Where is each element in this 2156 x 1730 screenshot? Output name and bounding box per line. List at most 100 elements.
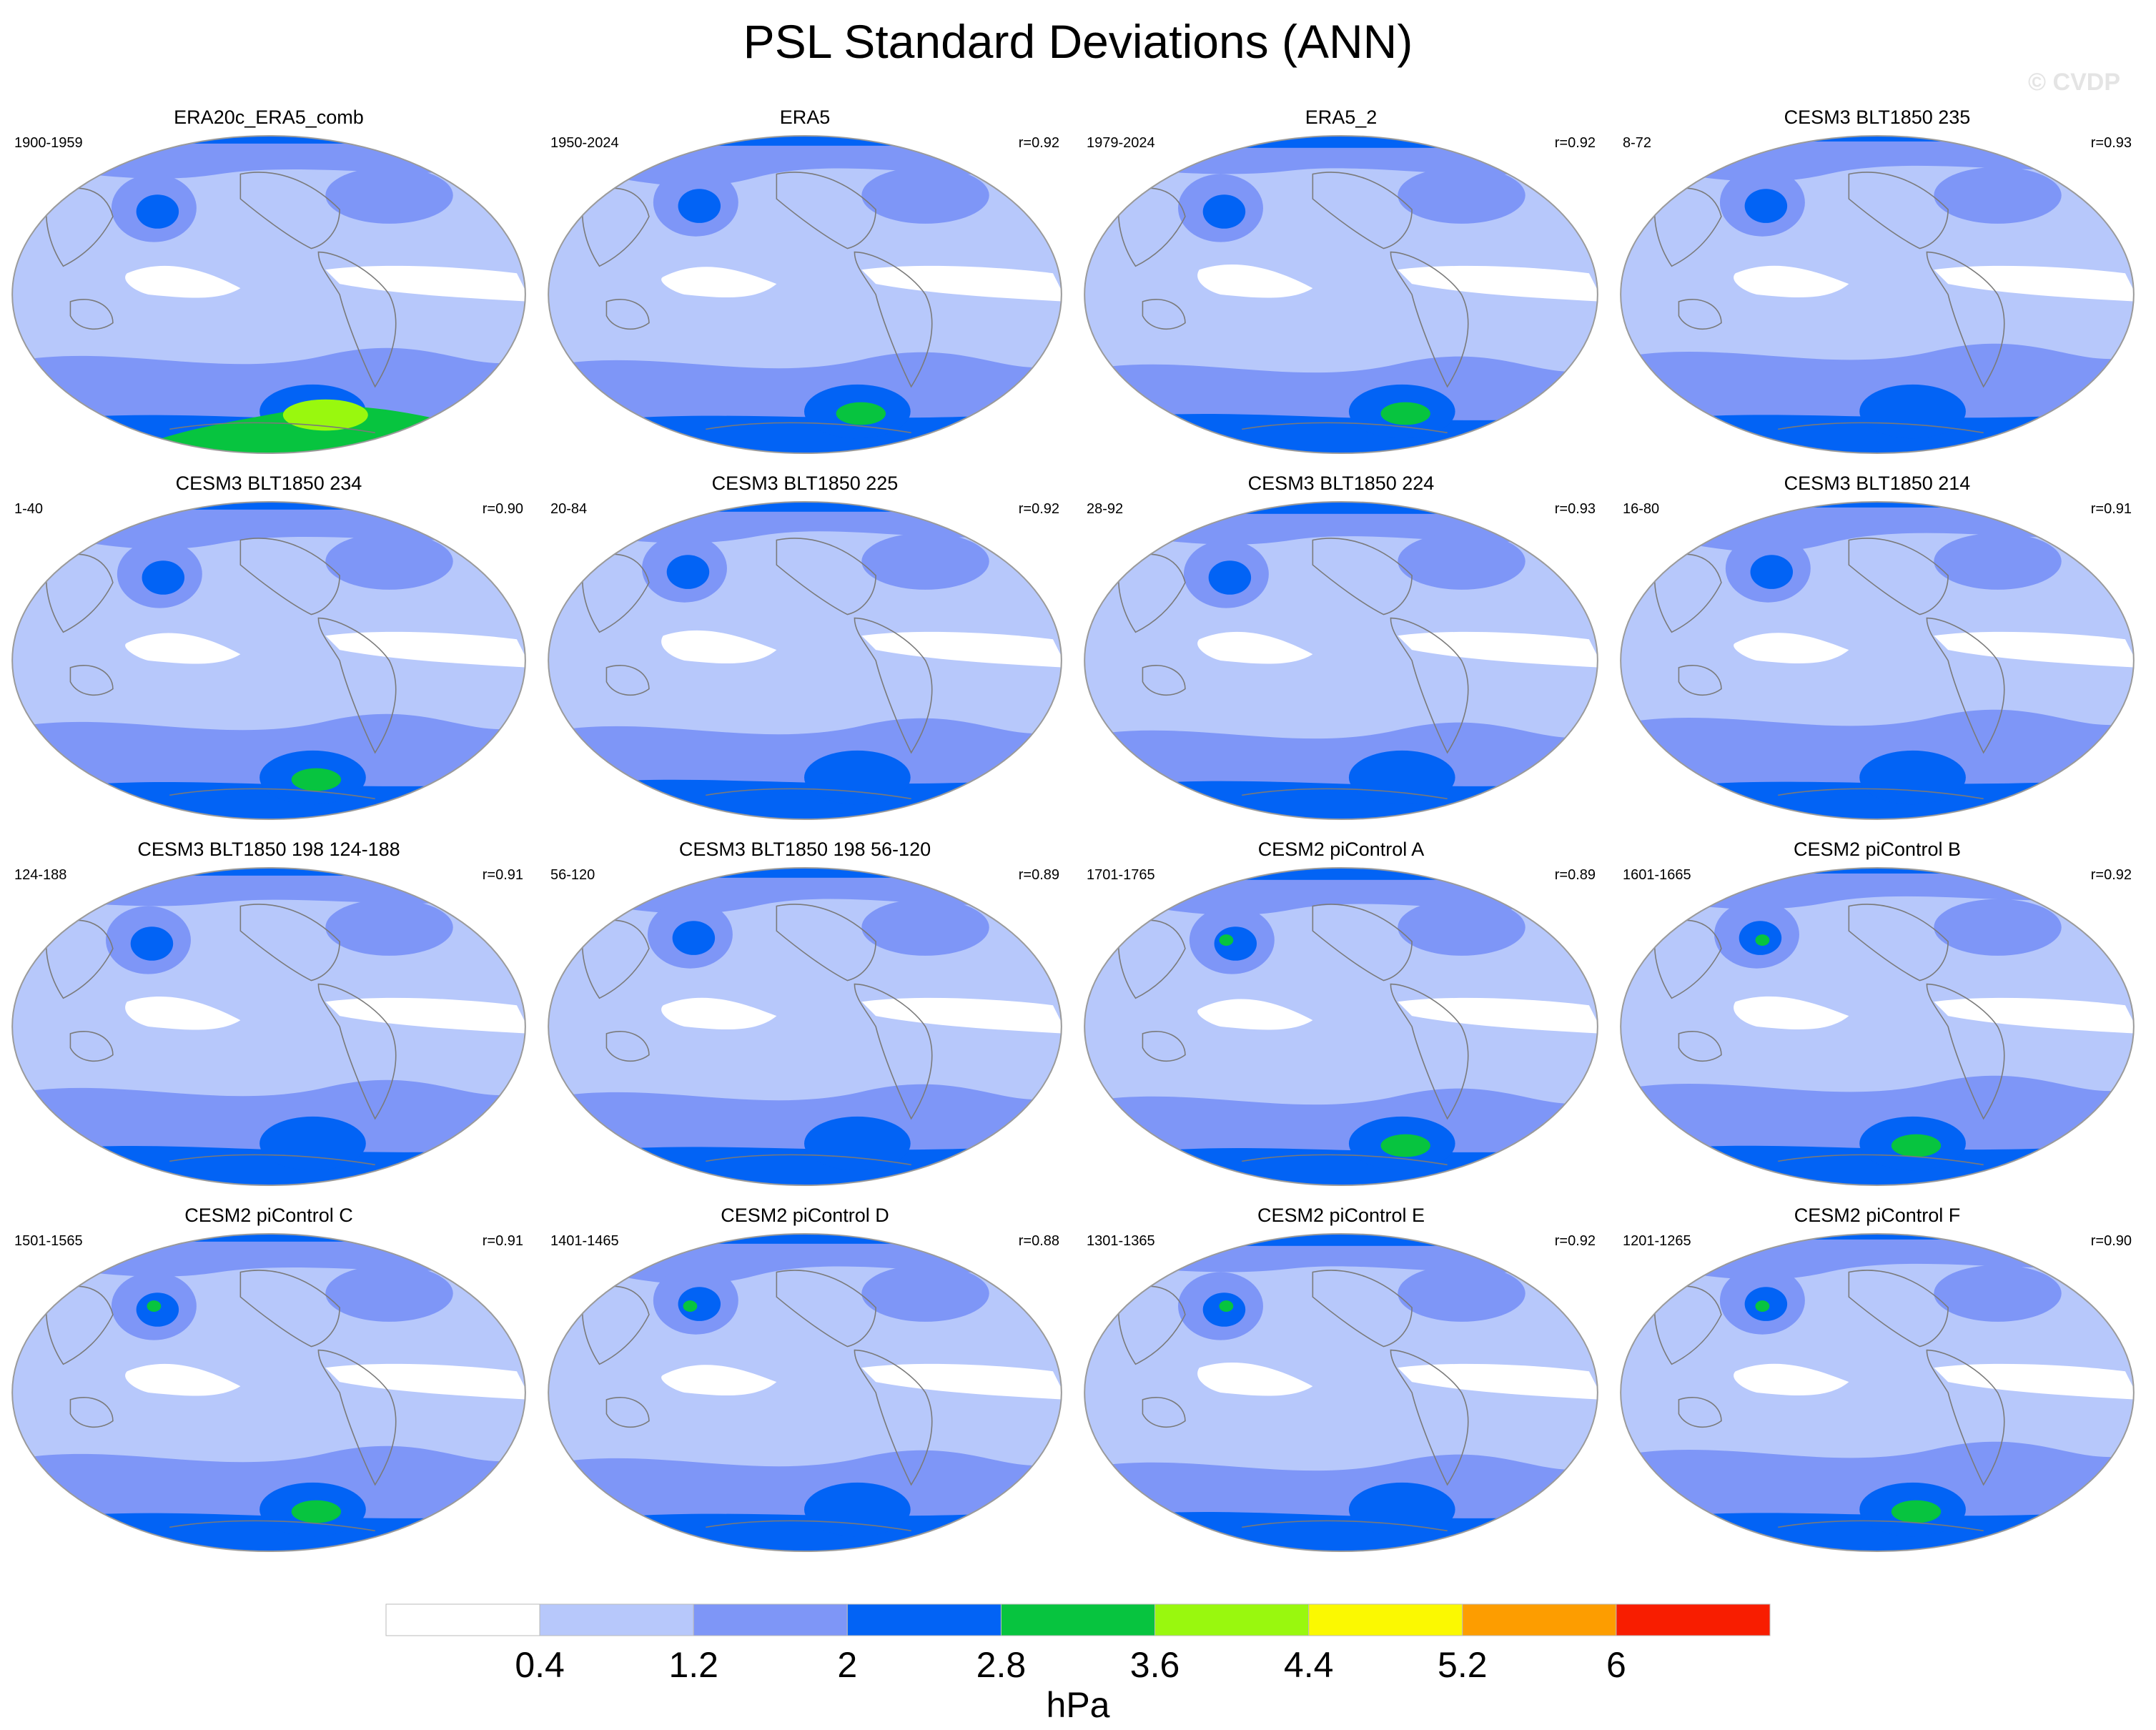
contour-field — [12, 867, 525, 1186]
contour-field — [548, 135, 1062, 454]
antarctica-outline — [1778, 1154, 1984, 1166]
world-map — [548, 134, 1062, 455]
aleutian-low-core — [678, 189, 721, 223]
tropical-low-variability — [125, 1363, 241, 1396]
aleutian-low-peak — [1755, 1300, 1770, 1312]
arctic-band — [12, 135, 525, 144]
contour-field — [12, 501, 525, 820]
asia-outline — [1654, 553, 1722, 633]
south-america-outline — [854, 251, 933, 388]
asia-outline — [1118, 553, 1186, 633]
contour-field — [1084, 1233, 1598, 1552]
south-america-outline — [1926, 983, 2005, 1120]
tropical-low-variability — [125, 265, 241, 298]
coastlines — [1654, 538, 2005, 800]
contour-field — [548, 1233, 1062, 1552]
coastlines — [582, 904, 933, 1166]
panel-title: CESM3 BLT1850 234 — [175, 473, 362, 494]
colorbar-tick-label: 2.8 — [976, 1645, 1027, 1685]
panel-years: 16-80 — [1623, 501, 1660, 517]
arctic-band — [1621, 867, 2134, 874]
figure-title: PSL Standard Deviations (ANN) — [743, 15, 1413, 68]
antarctica-outline — [169, 1520, 375, 1532]
panel-years: 8-72 — [1623, 135, 1652, 151]
panel-years: 1979-2024 — [1087, 135, 1155, 151]
panel-title: CESM2 piControl F — [1794, 1205, 1961, 1226]
antarctica-outline — [169, 1154, 375, 1166]
tropical-atlantic-low-variability — [1398, 1363, 1598, 1400]
tropical-atlantic-low-variability — [1934, 631, 2134, 668]
north-america-outline — [776, 538, 876, 616]
asia-outline — [1118, 919, 1186, 999]
amundsen-low-outer — [1348, 750, 1455, 805]
asia-outline — [582, 919, 650, 999]
contour-field — [1621, 135, 2134, 454]
colorbar-swatch — [1154, 1603, 1310, 1636]
tropical-low-variability — [1197, 631, 1313, 664]
amundsen-low-outer — [804, 1482, 911, 1537]
antarctica-outline — [1778, 422, 1984, 434]
map-border — [1084, 500, 1598, 821]
panel-years: 1601-1665 — [1623, 867, 1691, 883]
north-america-outline — [1312, 172, 1413, 249]
colorbar-tick-label: 3.6 — [1130, 1645, 1180, 1685]
colorbar-swatch — [385, 1603, 540, 1636]
map-panel: CESM3 BLT1850 234 1-40 r=0.90 — [4, 466, 533, 824]
australia-outline — [605, 665, 650, 696]
panel-years: 1-40 — [14, 501, 44, 517]
aleutian-low-core — [136, 194, 179, 229]
contour-field — [1084, 135, 1598, 454]
asia-outline — [46, 919, 114, 999]
panel-years: 124-188 — [14, 867, 67, 883]
aleutian-low-core — [1744, 189, 1788, 223]
amundsen-low-outer — [1859, 384, 1966, 439]
south-america-outline — [854, 1349, 933, 1486]
north-atlantic-band — [1934, 167, 2062, 224]
panel-years: 1401-1465 — [550, 1233, 619, 1249]
north-atlantic-band — [325, 533, 453, 590]
panel-title: CESM3 BLT1850 198 56-120 — [678, 839, 931, 860]
panel-years: 1900-1959 — [14, 135, 83, 151]
panel-years: 56-120 — [550, 867, 595, 883]
panel-title: CESM3 BLT1850 224 — [1247, 473, 1435, 494]
north-atlantic-band — [1398, 1265, 1525, 1322]
colorbar-swatch — [693, 1603, 848, 1636]
south-america-outline — [317, 617, 397, 754]
world-map — [1620, 134, 2135, 455]
tropical-low-variability — [1734, 633, 1849, 664]
north-atlantic-band — [325, 1265, 453, 1322]
north-atlantic-band — [325, 167, 453, 224]
map-border — [1084, 134, 1598, 455]
asia-outline — [46, 553, 114, 633]
amundsen-low-core — [1891, 1134, 1942, 1157]
south-america-outline — [1390, 1349, 1469, 1486]
cvdp-watermark: © CVDP — [2028, 69, 2120, 96]
australia-outline — [69, 1031, 114, 1062]
world-map — [11, 134, 526, 455]
arctic-band — [1084, 867, 1598, 880]
contour-field — [12, 1233, 525, 1552]
panel-correlation: r=0.89 — [1018, 867, 1059, 883]
panel-years: 1501-1565 — [14, 1233, 83, 1249]
arctic-band — [1084, 135, 1598, 148]
panel-title: CESM3 BLT1850 214 — [1784, 473, 1971, 494]
north-america-outline — [1848, 538, 1949, 616]
north-america-outline — [1848, 904, 1949, 982]
aleutian-low-core — [1202, 194, 1246, 229]
antarctica-outline — [1242, 788, 1448, 800]
arctic-band — [1084, 1233, 1598, 1246]
coastlines — [1654, 904, 2005, 1166]
south-america-outline — [1390, 251, 1469, 388]
map-panel: CESM3 BLT1850 198 124-188 124-188 r=0.91 — [4, 832, 533, 1190]
south-america-outline — [1926, 617, 2005, 754]
tropical-low-variability — [1197, 999, 1313, 1030]
asia-outline — [582, 187, 650, 267]
map-panel: CESM3 BLT1850 235 8-72 r=0.93 — [1613, 100, 2142, 458]
tropical-low-variability — [661, 267, 777, 298]
coastlines — [1654, 1270, 2005, 1532]
panel-correlation: r=0.89 — [1554, 867, 1596, 883]
antarctica-outline — [1242, 1520, 1448, 1532]
antarctica-outline — [169, 788, 375, 800]
north-atlantic-band — [861, 1265, 989, 1322]
panel-title: CESM2 piControl D — [721, 1205, 889, 1226]
